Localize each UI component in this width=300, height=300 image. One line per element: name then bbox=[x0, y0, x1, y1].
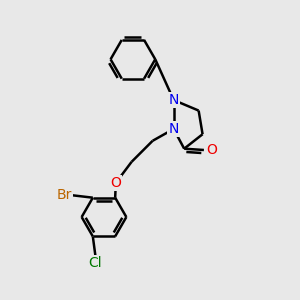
Text: Br: Br bbox=[57, 188, 72, 202]
Text: Cl: Cl bbox=[88, 256, 102, 270]
Text: N: N bbox=[169, 93, 179, 107]
Text: N: N bbox=[169, 122, 179, 136]
Text: O: O bbox=[110, 176, 121, 190]
Text: O: O bbox=[206, 143, 217, 157]
